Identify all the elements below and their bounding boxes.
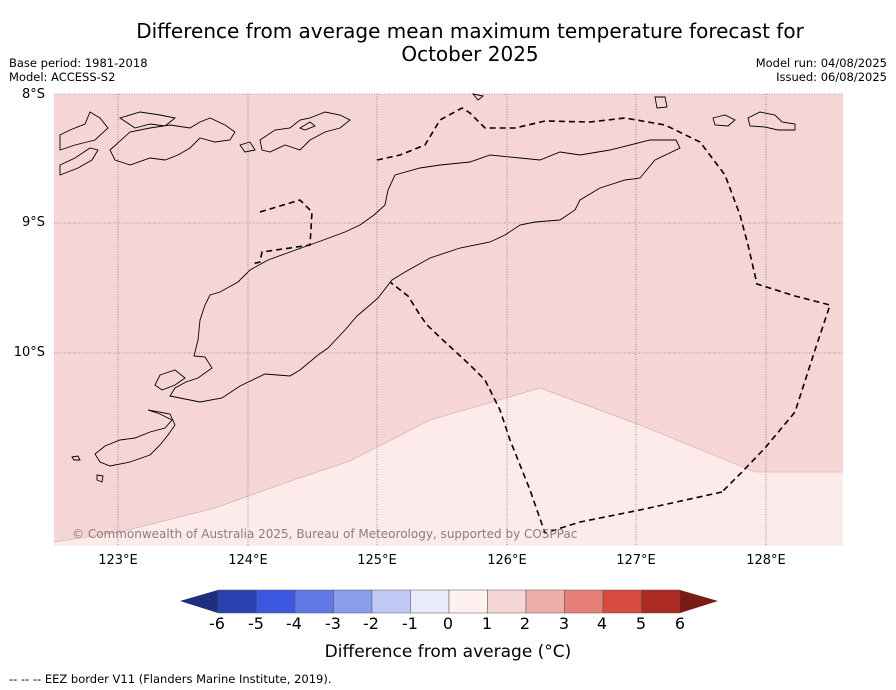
eez-legend-note: -- -- -- EEZ border V11 (Flanders Marine… xyxy=(9,672,332,686)
colorbar-bin xyxy=(217,589,257,614)
run-info: Model run: 04/08/2025 Issued: 06/08/2025 xyxy=(756,56,887,84)
colorbar-under-arrow xyxy=(180,590,218,613)
colorbar-tick-label: 0 xyxy=(442,614,454,633)
colorbar-bins xyxy=(217,589,681,614)
colorbar-tick-label: -1 xyxy=(402,614,418,633)
colorbar-bin xyxy=(294,589,334,614)
timor-island xyxy=(169,139,681,403)
colorbar-bin xyxy=(371,589,411,614)
colorbar-over-arrow xyxy=(680,590,718,613)
colorbar-tick-label: -5 xyxy=(248,614,264,633)
lon-label-126e: 126°E xyxy=(487,553,527,568)
colorbar-tick-label: -2 xyxy=(363,614,379,633)
colorbar-bin xyxy=(641,589,681,614)
colorbar-bin xyxy=(602,589,642,614)
colorbar-tick-label: -3 xyxy=(325,614,341,633)
colorbar-title: Difference from average (°C) xyxy=(324,642,572,662)
copyright-notice: © Commonwealth of Australia 2025, Bureau… xyxy=(72,527,577,541)
colorbar-bin xyxy=(410,589,450,614)
colorbar-tick-label: 5 xyxy=(635,614,647,633)
model-name: Model: ACCESS-S2 xyxy=(9,70,116,84)
map-title: Difference from average mean maximum tem… xyxy=(136,19,804,66)
colorbar-tick-label: -6 xyxy=(209,614,225,633)
colorbar-tick-label: 2 xyxy=(519,614,531,633)
lat-label-10s: 10°S xyxy=(13,345,45,360)
colorbar-bin xyxy=(564,589,604,614)
coastlines xyxy=(59,93,796,483)
roti-sawu-islands xyxy=(71,369,186,483)
atauro-islands xyxy=(239,111,351,153)
lon-label-128e: 128°E xyxy=(746,553,786,568)
model-info: Base period: 1981-2018 Model: ACCESS-S2 xyxy=(9,56,148,84)
colorbar-tick-label: -4 xyxy=(286,614,302,633)
eez-oecusse xyxy=(251,199,313,265)
anomaly-contour xyxy=(53,387,843,543)
colorbar-tick-label: 3 xyxy=(558,614,570,633)
colorbar-bin xyxy=(487,589,527,614)
alor-wetar-islands xyxy=(59,111,236,176)
eez-south-boundary xyxy=(389,281,723,534)
colorbar-bin xyxy=(333,589,373,614)
eez-timor-leste xyxy=(376,107,832,493)
model-run-date: Model run: 04/08/2025 xyxy=(755,56,887,70)
base-period: Base period: 1981-2018 xyxy=(9,56,148,70)
lon-label-127e: 127°E xyxy=(616,553,656,568)
eez-borders xyxy=(251,107,832,534)
colorbar-tick-label: 6 xyxy=(674,614,686,633)
colorbar-bin xyxy=(448,589,488,614)
colorbar-bin xyxy=(256,589,296,614)
lat-label-9s: 9°S xyxy=(21,215,45,230)
graticule xyxy=(54,93,843,546)
lon-label-123e: 123°E xyxy=(98,553,138,568)
colorbar-tick-label: 1 xyxy=(481,614,493,633)
lon-label-125e: 125°E xyxy=(357,553,397,568)
lon-label-124e: 124°E xyxy=(228,553,268,568)
lat-label-8s: 8°S xyxy=(21,87,45,102)
colorbar-tick-label: 4 xyxy=(596,614,608,633)
small-islands xyxy=(471,93,796,131)
colorbar xyxy=(180,589,718,614)
issued-date: Issued: 06/08/2025 xyxy=(776,70,887,84)
colorbar-bin xyxy=(525,589,565,614)
